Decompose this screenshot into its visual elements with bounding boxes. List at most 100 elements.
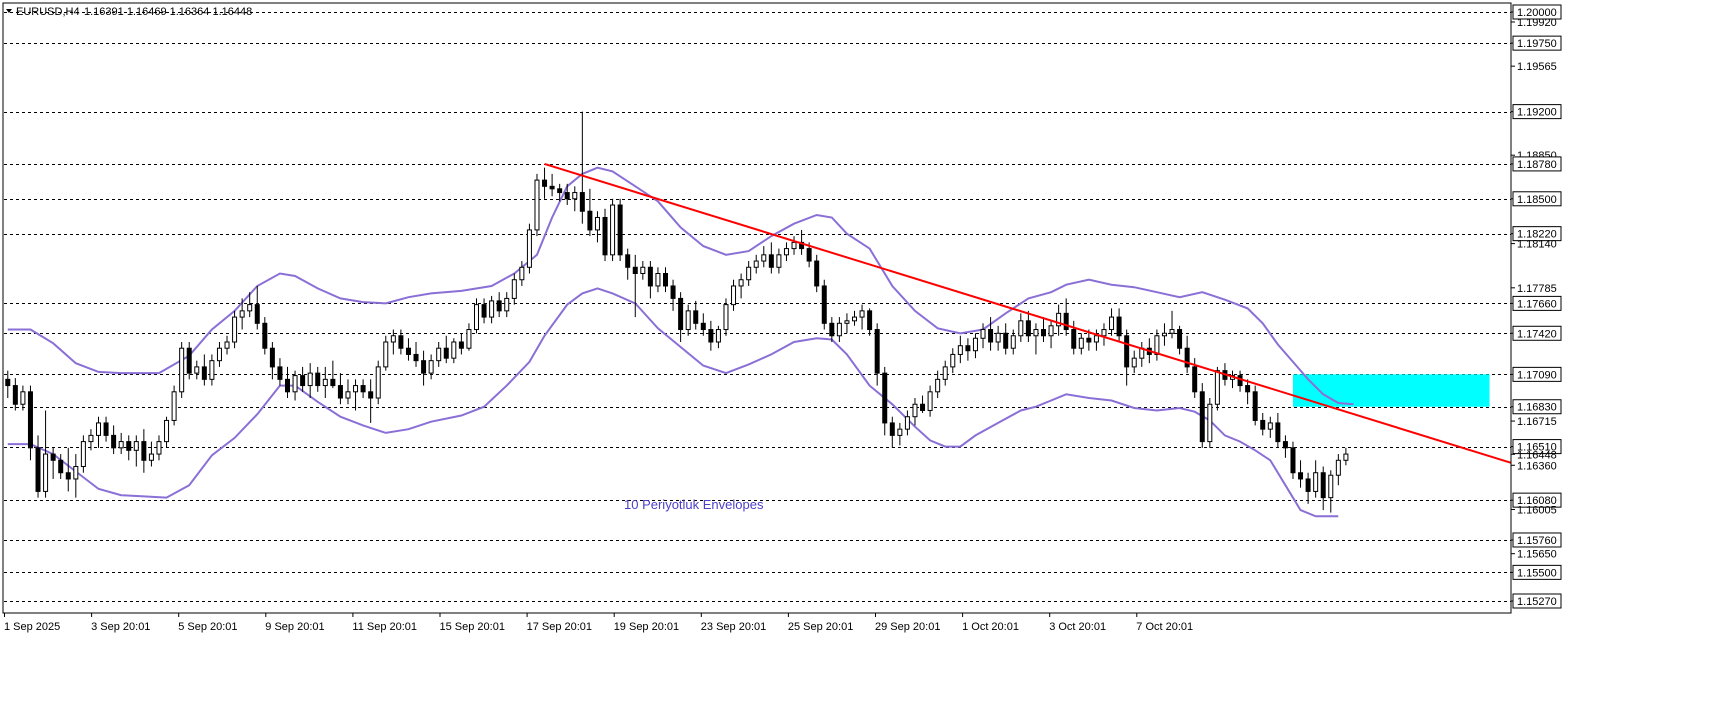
candle [315,366,321,392]
candle [1275,412,1281,448]
candle-body-bull [1154,335,1160,355]
candle [557,183,563,202]
candle-body-bear [254,304,260,324]
candle-body-bull [451,341,457,359]
candle-body-bull [1048,325,1054,337]
candle-body-bull [1313,472,1319,492]
candle [791,236,797,255]
candle-body-bear [867,310,873,331]
trendline-layer [544,162,1512,464]
candle [1335,454,1341,486]
candle [882,366,888,436]
candle-body-bull [746,266,752,281]
candle [292,370,298,401]
candle-body-bear [814,260,820,287]
candle-body-bull [390,335,396,343]
candle [58,454,64,479]
price-tick-label: 1.18780 [1517,159,1557,171]
candle [194,360,200,380]
candle-body-bull [1328,474,1334,499]
candle [1199,383,1205,448]
candle [610,198,616,262]
candle [35,435,41,498]
candle [224,335,230,355]
time-tick-label: 9 Sep 20:01 [265,621,324,633]
candle-body-bull [1161,332,1167,337]
candle-body-bear [579,192,585,212]
candle [1010,329,1016,355]
price-tick-label: 1.15650 [1517,549,1557,561]
candle [1207,398,1213,448]
candle-body-bear [647,266,653,287]
price-tick-label: 1.17785 [1517,283,1557,295]
candle [1078,333,1084,355]
price-label-box [1512,4,1562,20]
candle-body-bear [564,192,570,200]
envelope-lower-line[interactable] [7,287,1339,518]
candle [965,338,971,361]
candle [1169,310,1175,339]
candle-body-bear [874,329,880,374]
candle-body-bear [398,335,404,349]
time-tick-label: 1 Oct 20:01 [962,621,1019,633]
candle-body-bull [942,366,948,380]
candle [761,246,767,268]
candle-body-bull [738,279,744,287]
candle [1003,323,1009,355]
candle [1056,304,1062,336]
candle-body-bull [118,441,124,449]
price-tick-label: 1.18220 [1517,229,1557,241]
candle [65,447,71,492]
candle-body-bull [504,297,510,312]
resistance-zone[interactable] [1292,374,1490,407]
price-tick-label: 1.17090 [1517,369,1557,381]
candle-body-bear [496,300,502,312]
candle-body-bear [768,254,774,268]
candle [1313,460,1319,498]
candle [337,373,343,405]
plot-frame [2,2,1512,614]
candle-body-bull [534,179,540,231]
candle [118,432,124,455]
candle-body-bear [889,422,895,436]
candle [1328,470,1334,513]
candle [1101,323,1107,346]
caret-down-icon[interactable] [6,9,12,13]
candle-body-bull [345,391,351,399]
candle-body-bear [111,434,117,449]
trendline[interactable] [544,162,1512,464]
time-tick-label: 29 Sep 20:01 [875,621,940,633]
candle-body-bull [836,322,842,337]
candle-body-bear [542,179,548,187]
candle [564,183,570,206]
candle-layer [5,111,1349,513]
price-label-box [1512,191,1562,207]
price-tick-label: 1.20000 [1517,7,1557,19]
candle [572,186,578,212]
candle [927,385,933,417]
candle [1154,329,1160,361]
candle-body-bear [663,273,668,287]
candle [874,323,880,386]
candle-body-bull [852,316,857,322]
candle-body-bull [1078,337,1084,349]
envelope-upper-line[interactable] [7,166,1354,406]
candle-body-bear [1305,478,1311,492]
candle-body-bull [1131,357,1137,368]
candle [489,295,495,324]
candle [980,323,986,349]
candle [209,354,215,386]
candle-body-bull [1207,403,1213,443]
candle-body-bear [103,422,109,436]
candle-body-bear [35,447,41,492]
candle [27,385,33,461]
candle [148,441,154,467]
candle-body-bear [1116,316,1122,337]
candle-body-bull [1101,329,1107,337]
time-tick-label: 25 Sep 20:01 [788,621,853,633]
price-label-box [1512,492,1562,508]
candle-body-bear [1063,312,1069,331]
candle [96,416,101,448]
